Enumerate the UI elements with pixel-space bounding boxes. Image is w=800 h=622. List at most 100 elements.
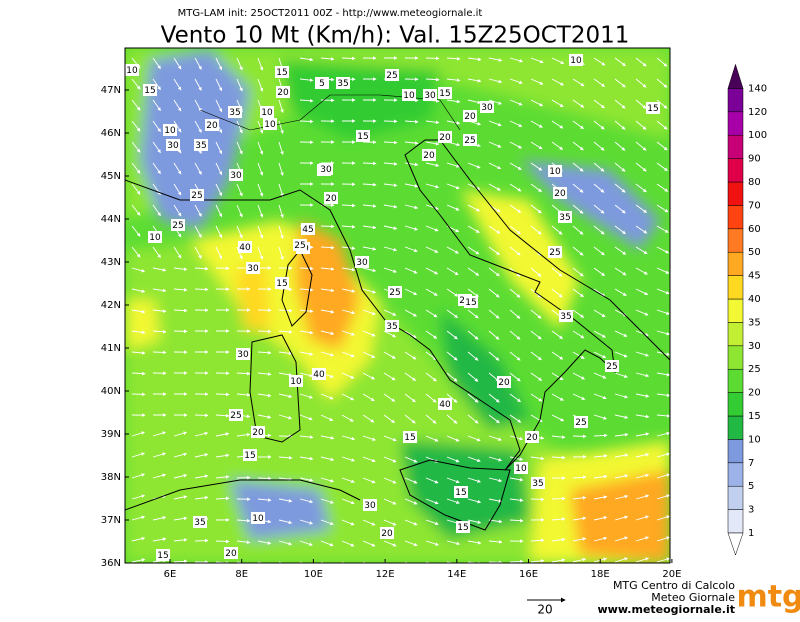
contour-label: 10 [570,56,582,66]
contour-label: 25 [230,411,241,421]
colorbar-label: 35 [748,317,761,328]
wind-arrow [510,561,523,562]
colorbar-segment [728,463,743,486]
contour-label: 35 [195,141,206,151]
colorbar-label: 50 [748,247,761,258]
lat-label: 42N [101,300,121,311]
contour-label: 25 [606,362,617,372]
contour-label: 10 [515,464,527,474]
lon-label: 14E [447,569,466,580]
contour-label: 30 [247,264,259,274]
colorbar-segment [728,393,743,416]
contour-label: 40 [439,400,451,410]
lat-label: 38N [101,472,121,483]
contour-label: 25 [191,191,202,201]
colorbar-label: 7 [748,458,754,469]
contour-label: 20 [423,151,435,161]
colorbar-label: 10 [748,434,761,445]
colorbar-label: 1 [748,528,754,539]
colorbar-segment [728,276,743,299]
contour-label: 15 [357,132,368,142]
contour-label: 25 [386,71,397,81]
contour-label: 20 [464,112,476,122]
contour-label: 10 [149,233,161,243]
lon-label: 16E [519,569,538,580]
contour-label: 20 [498,378,510,388]
colorbar-segment [728,486,743,509]
colorbar-label: 5 [748,481,754,492]
contour-label: 25 [464,136,475,146]
lat-label: 39N [101,429,121,440]
lat-label: 36N [101,558,121,569]
contour-label: 15 [647,104,658,114]
colorbar-label: 120 [748,107,767,118]
wind-arrow [342,58,355,59]
colorbar-segment [728,322,743,345]
colorbar-label: 3 [748,505,754,516]
contour-label: 45 [302,225,313,235]
wind-arrow [300,268,313,269]
contour-label: 20 [554,189,566,199]
contour-label: 10 [261,108,273,118]
contour-label: 40 [239,243,251,253]
contour-label: 15 [457,523,468,533]
contour-label: 35 [337,79,348,89]
colorbar-segment [728,112,743,135]
colorbar-segment [728,159,743,182]
lon-label: 6E [164,569,177,580]
lat-label: 41N [101,343,121,354]
contour-label: 15 [144,86,155,96]
contour-label: 10 [164,126,176,136]
contour-label: 30 [230,171,242,181]
contour-label: 20 [526,433,538,443]
contour-label: 15 [404,433,415,443]
colorbar-segment [728,369,743,392]
contour-label: 35 [386,322,397,332]
lat-label: 44N [101,214,121,225]
lat-label: 47N [101,85,121,96]
colorbar-label: 45 [748,271,761,282]
colorbar-segment [728,252,743,275]
lat-label: 45N [101,171,121,182]
vector-scale-label: 20 [537,603,552,617]
contour-label: 25 [294,241,305,251]
colorbar-segment [728,205,743,228]
colorbar-segment [728,510,743,533]
wind-arrow [552,498,565,499]
model-line: MTG-LAM init: 25OCT2011 00Z - http://www… [178,8,483,19]
contour-label: 35 [229,108,240,118]
colorbar-label: 60 [748,224,761,235]
contour-label: 20 [277,88,289,98]
contour-label: 35 [560,312,571,322]
contour-label: 30 [356,258,368,268]
contour-label: 35 [559,213,570,223]
colorbar-segment [728,229,743,252]
colorbar-label: 20 [748,388,761,399]
contour-label: 15 [276,68,287,78]
lon-label: 10E [304,569,323,580]
lat-label: 37N [101,515,121,526]
contour-label: 20 [206,121,218,131]
wind-arrow [258,478,271,479]
wind-arrow [195,289,208,290]
contour-label: 10 [264,120,276,130]
contour-label: 30 [320,165,332,175]
colorbar-label: 70 [748,200,761,211]
colorbar-segment [728,299,743,322]
colorbar-segment [728,416,743,439]
contour-label: 25 [172,221,183,231]
colorbar-label: 30 [748,341,761,352]
colorbar-label: 25 [748,364,761,375]
lon-label: 12E [376,569,395,580]
contour-label: 30 [237,350,249,360]
contour-label: 15 [244,451,255,461]
colorbar-label: 140 [748,83,767,94]
colorbar-bottom [728,533,743,555]
contour-label: 20 [225,549,237,559]
contour-label: 40 [313,370,325,380]
contour-label: 15 [276,279,287,289]
colorbar-label: 90 [748,154,761,165]
contour-label: 30 [481,103,493,113]
